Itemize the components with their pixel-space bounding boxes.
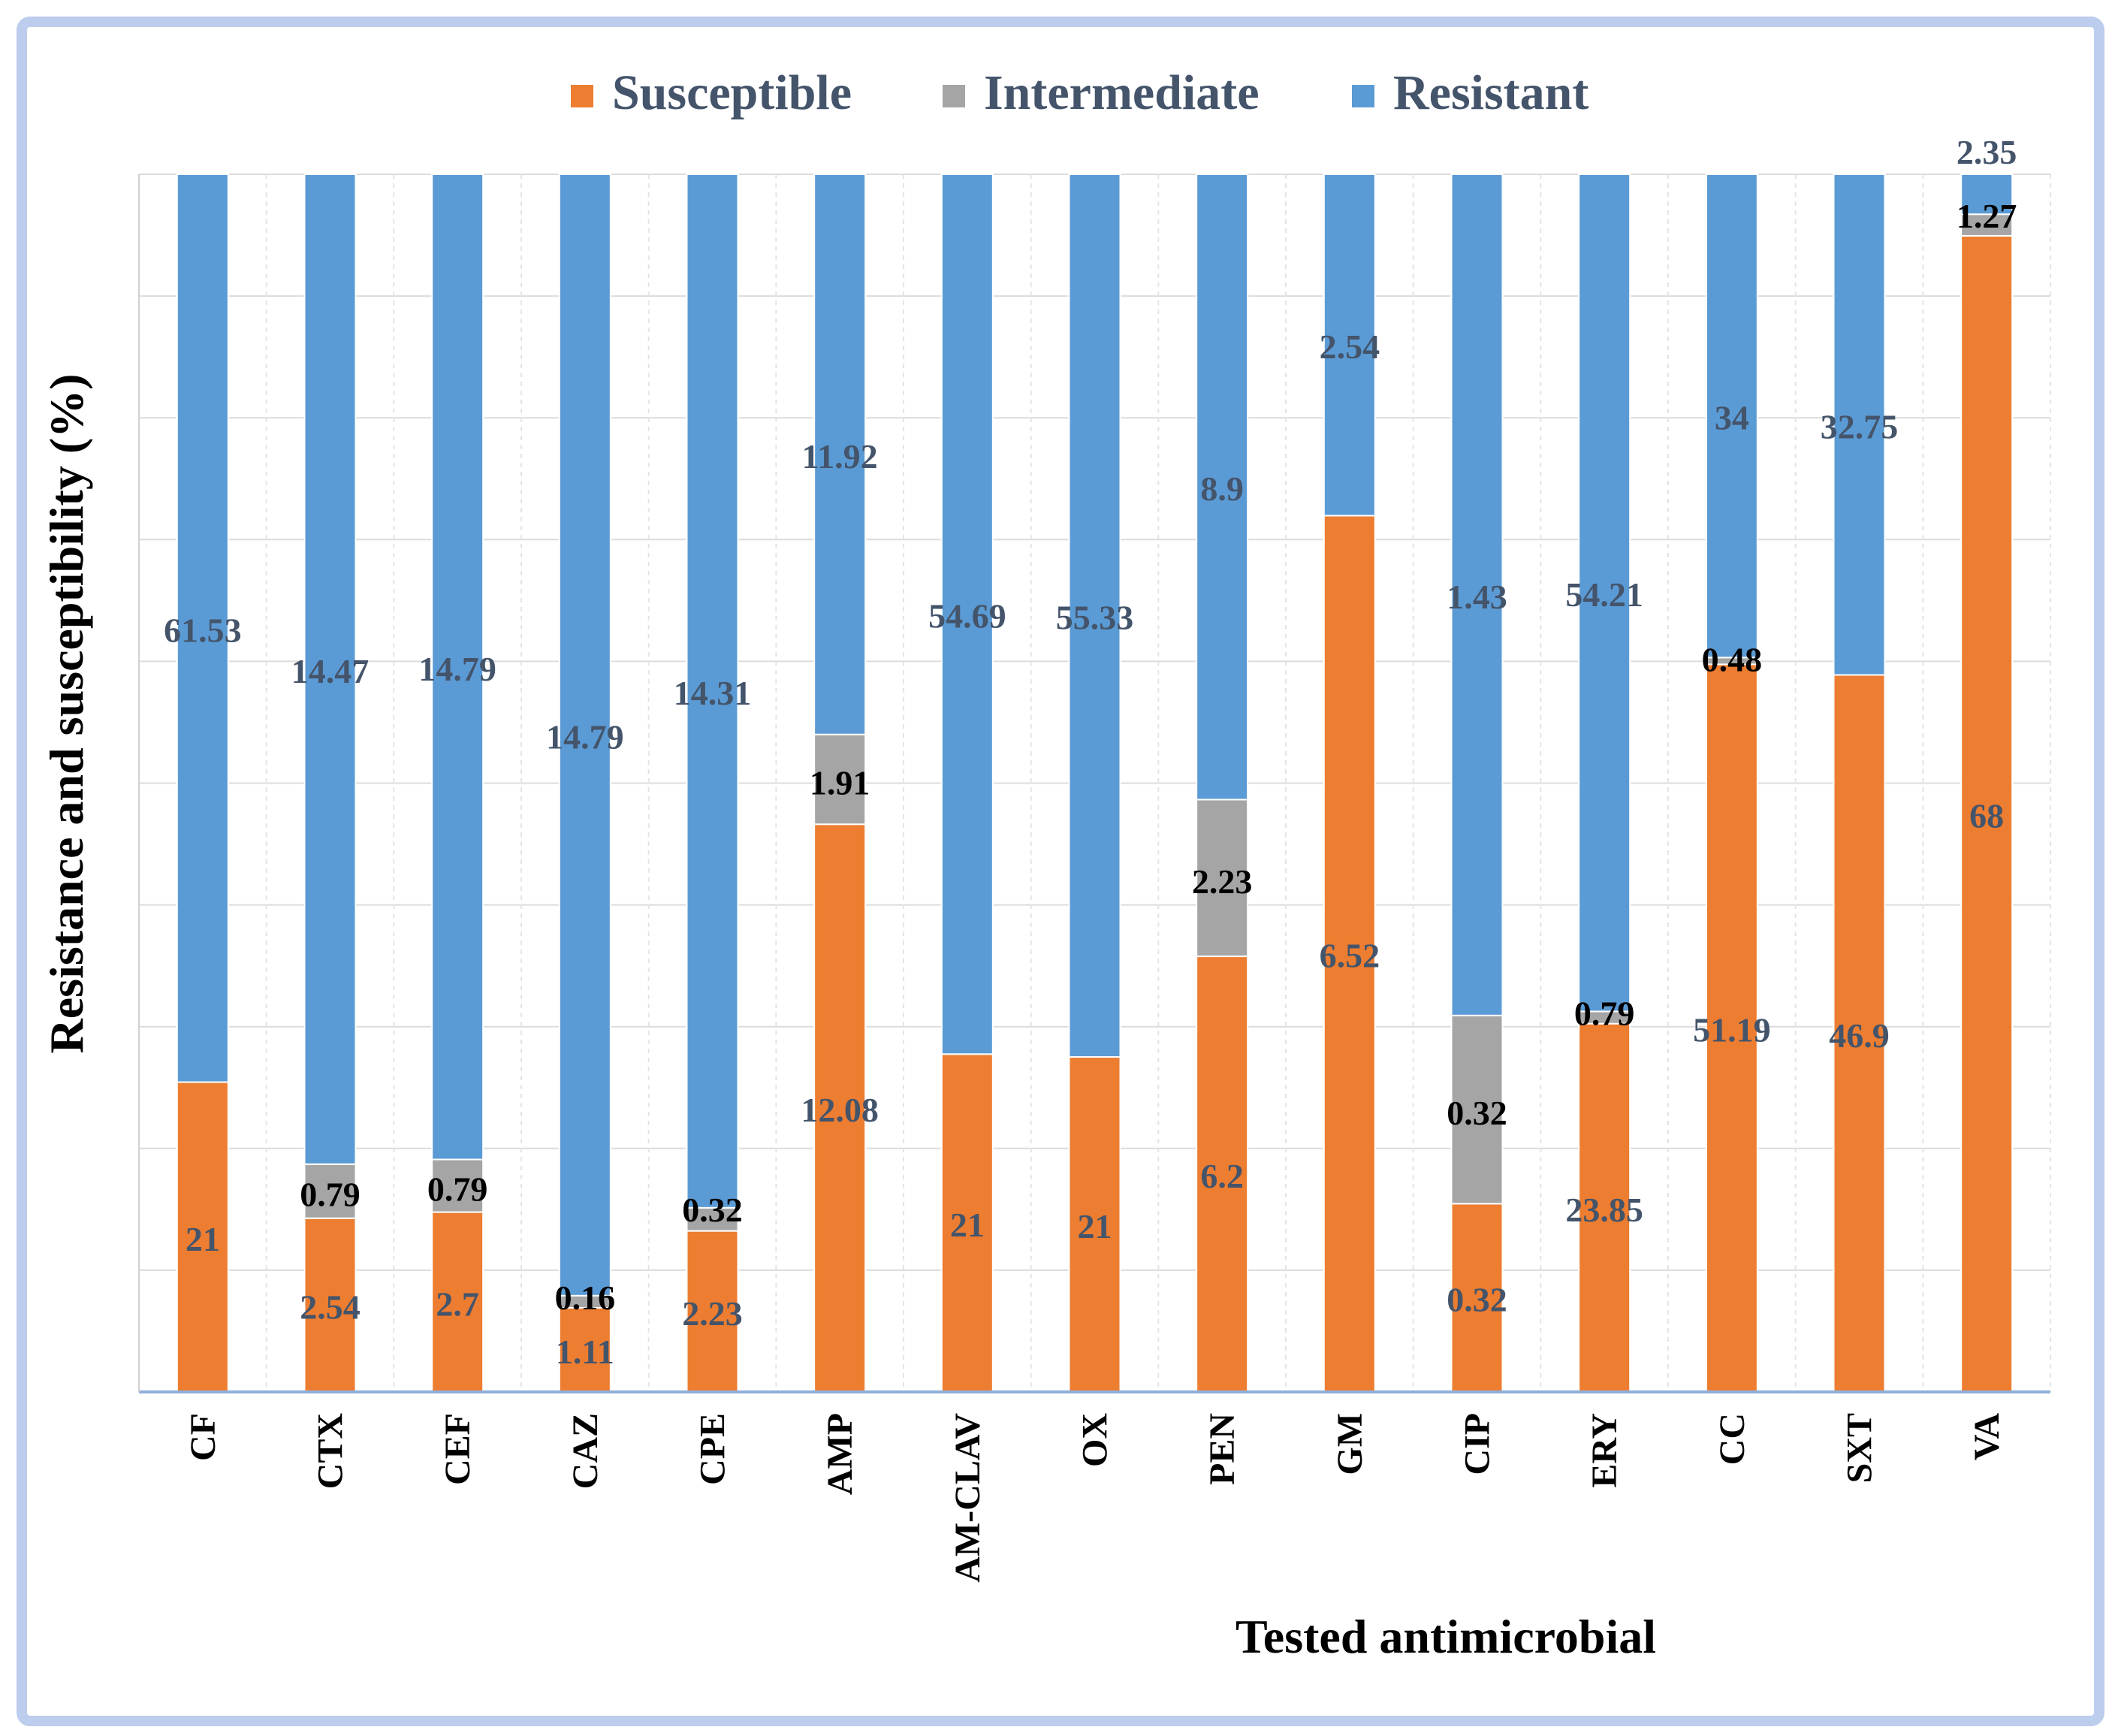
data-label-susceptible-pen: 6.2 bbox=[1200, 1157, 1244, 1195]
data-label-susceptible-ctx: 2.54 bbox=[300, 1288, 361, 1326]
data-label-resistant-cf: 61.53 bbox=[164, 611, 242, 649]
data-label-intermediate-ery: 0.79 bbox=[1574, 994, 1635, 1032]
bar-susceptible-cip bbox=[1450, 1203, 1504, 1393]
bar-resistant-am-clav bbox=[940, 174, 994, 1055]
data-label-susceptible-cef: 2.7 bbox=[436, 1285, 479, 1323]
data-label-susceptible-amp: 12.08 bbox=[801, 1091, 879, 1129]
bar-susceptible-ery bbox=[1578, 1022, 1631, 1393]
bar-resistant-cef bbox=[431, 174, 484, 1161]
x-tick-ctx: CTX bbox=[311, 1413, 351, 1490]
bar-susceptible-cpe bbox=[686, 1230, 739, 1393]
bar-susceptible-va bbox=[1960, 234, 2014, 1393]
data-label-susceptible-sxt: 46.9 bbox=[1829, 1016, 1890, 1055]
data-label-intermediate-caz: 0.16 bbox=[555, 1279, 616, 1317]
legend-label-resistant: Resistant bbox=[1393, 65, 1589, 120]
bar-resistant-cip bbox=[1450, 174, 1504, 1016]
data-label-resistant-caz: 14.79 bbox=[546, 717, 624, 756]
data-label-susceptible-va: 68 bbox=[1969, 796, 2004, 835]
data-label-resistant-va: 2.35 bbox=[1957, 133, 2017, 171]
y-axis-title: Resistance and susceptibility (%) bbox=[40, 374, 93, 1054]
bar-resistant-cf bbox=[176, 174, 229, 1083]
bar-susceptible-caz bbox=[558, 1306, 611, 1393]
data-label-resistant-ery: 54.21 bbox=[1565, 575, 1643, 614]
x-tick-va: VA bbox=[1967, 1413, 2007, 1460]
data-label-susceptible-cf: 21 bbox=[186, 1220, 220, 1258]
data-label-susceptible-ery: 23.85 bbox=[1565, 1191, 1643, 1229]
bar-susceptible-ox bbox=[1068, 1056, 1121, 1393]
legend: Susceptible Intermediate Resistant bbox=[571, 65, 1589, 120]
legend-swatch-susceptible bbox=[571, 85, 593, 107]
x-tick-cip: CIP bbox=[1458, 1413, 1498, 1475]
data-label-intermediate-cc: 0.48 bbox=[1702, 640, 1763, 678]
x-tick-sxt: SXT bbox=[1840, 1413, 1880, 1483]
x-tick-cf: CF bbox=[183, 1413, 223, 1461]
x-tick-cef: CEF bbox=[438, 1413, 478, 1485]
bar-resistant-caz bbox=[558, 174, 611, 1297]
legend-swatch-resistant bbox=[1352, 85, 1374, 107]
bar-susceptible-am-clav bbox=[940, 1053, 994, 1393]
data-label-resistant-cc: 34 bbox=[1715, 399, 1749, 437]
data-label-resistant-pen: 8.9 bbox=[1200, 469, 1244, 508]
data-label-intermediate-ctx: 0.79 bbox=[300, 1176, 361, 1214]
x-tick-ox: OX bbox=[1076, 1413, 1115, 1467]
legend-label-intermediate: Intermediate bbox=[984, 65, 1260, 120]
x-tick-caz: CAZ bbox=[566, 1413, 605, 1489]
bar-resistant-gm bbox=[1323, 174, 1376, 517]
x-tick-gm: GM bbox=[1330, 1413, 1370, 1475]
data-label-resistant-ctx: 14.47 bbox=[291, 652, 370, 690]
data-label-resistant-am-clav: 54.69 bbox=[928, 597, 1006, 636]
data-label-susceptible-gm: 6.52 bbox=[1320, 937, 1380, 975]
legend-swatch-intermediate bbox=[943, 85, 965, 107]
data-label-resistant-gm: 2.54 bbox=[1320, 328, 1380, 366]
bar-resistant-sxt bbox=[1833, 174, 1886, 676]
data-label-resistant-cip: 1.43 bbox=[1447, 578, 1507, 616]
bar-resistant-cpe bbox=[686, 174, 739, 1209]
data-labels: 21 61.53 2.54 0.79 14.47 2.7 0.79 14.79 1.11 0.16… bbox=[164, 133, 2017, 1371]
data-label-resistant-sxt: 32.75 bbox=[1821, 407, 1899, 445]
bar-resistant-ox bbox=[1068, 174, 1121, 1058]
data-label-susceptible-cip: 0.32 bbox=[1447, 1281, 1507, 1319]
data-label-resistant-ox: 55.33 bbox=[1056, 599, 1134, 637]
x-tick-amp: AMP bbox=[820, 1413, 860, 1495]
axes bbox=[138, 174, 2050, 1393]
legend-label-susceptible: Susceptible bbox=[612, 65, 852, 120]
data-label-intermediate-cip: 0.32 bbox=[1447, 1094, 1507, 1132]
bar-resistant-cc bbox=[1705, 174, 1758, 659]
bar-intermediate-amp bbox=[813, 733, 867, 826]
bar-intermediate-cpe bbox=[686, 1206, 739, 1232]
bar-resistant-ctx bbox=[303, 174, 357, 1165]
bar-susceptible-cef bbox=[431, 1211, 484, 1393]
x-tick-labels: CF CTX CEF CAZ CPE AMP AM-CLAV OX PEN GM CIP ERY CC S… bbox=[183, 1413, 2007, 1583]
x-tick-cc: CC bbox=[1712, 1413, 1752, 1465]
bar-resistant-amp bbox=[813, 174, 867, 735]
bar-resistant-pen bbox=[1196, 174, 1249, 801]
bar-resistant-ery bbox=[1578, 174, 1631, 1013]
x-axis-title: Tested antimicrobial bbox=[1236, 1610, 1656, 1663]
bar-intermediate-ctx bbox=[303, 1163, 357, 1219]
bar-susceptible-gm bbox=[1323, 515, 1376, 1393]
data-label-intermediate-cef: 0.79 bbox=[427, 1170, 488, 1209]
data-label-susceptible-am-clav: 21 bbox=[950, 1206, 985, 1244]
x-tick-pen: PEN bbox=[1202, 1413, 1242, 1485]
data-label-susceptible-caz: 1.11 bbox=[556, 1333, 614, 1371]
bar-intermediate-cip bbox=[1450, 1014, 1504, 1205]
x-tick-am-clav: AM-CLAV bbox=[948, 1413, 988, 1583]
data-label-susceptible-cc: 51.19 bbox=[1693, 1011, 1771, 1049]
bar-intermediate-pen bbox=[1196, 799, 1249, 958]
data-label-resistant-cef: 14.79 bbox=[418, 650, 496, 688]
data-label-susceptible-ox: 21 bbox=[1078, 1207, 1112, 1245]
data-label-intermediate-cpe: 0.32 bbox=[682, 1191, 743, 1229]
x-tick-cpe: CPE bbox=[693, 1413, 733, 1485]
data-label-intermediate-pen: 2.23 bbox=[1192, 862, 1253, 901]
x-tick-ery: ERY bbox=[1585, 1413, 1625, 1488]
data-label-intermediate-amp: 1.91 bbox=[810, 763, 870, 802]
data-label-intermediate-va: 1.27 bbox=[1957, 197, 2017, 235]
bar-resistant-va bbox=[1960, 174, 2014, 216]
data-label-resistant-cpe: 14.31 bbox=[674, 674, 752, 712]
bar-susceptible-pen bbox=[1196, 956, 1249, 1393]
data-label-resistant-amp: 11.92 bbox=[802, 437, 878, 476]
data-label-susceptible-cpe: 2.23 bbox=[682, 1294, 743, 1333]
bars bbox=[176, 174, 2014, 1393]
